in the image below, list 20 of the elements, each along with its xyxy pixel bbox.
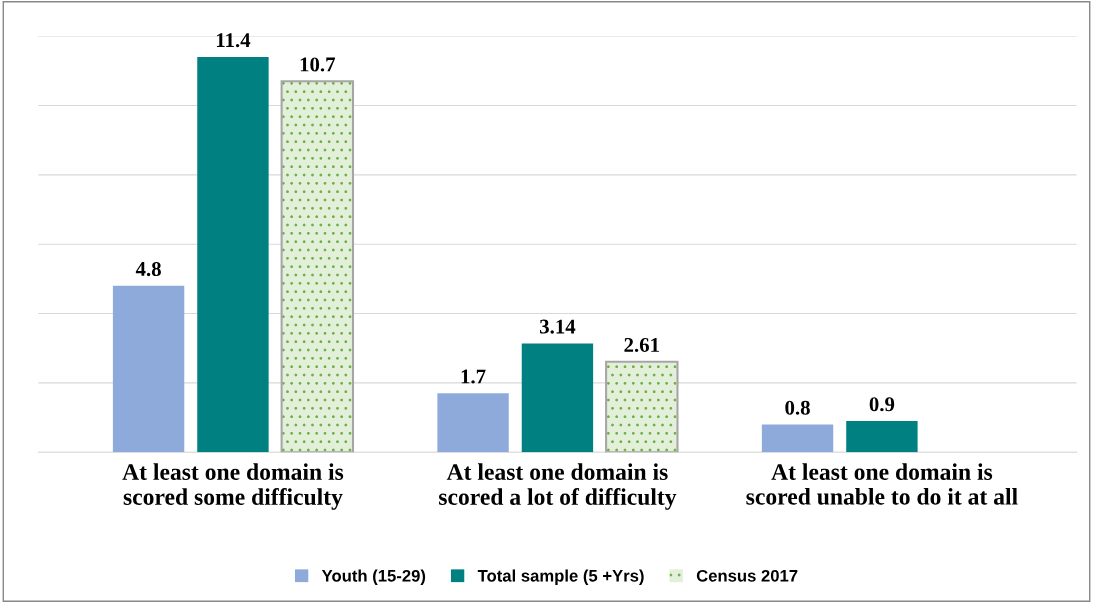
- x-tick-label: At least one domain is scored unable to do it at all: [746, 463, 1018, 505]
- legend-label: Total sample (5 +Yrs): [477, 569, 644, 585]
- data-label: 1.7: [461, 369, 486, 384]
- legend-label: Youth (15-29): [321, 569, 426, 585]
- bar: [437, 393, 509, 453]
- data-label: 4.8: [135, 261, 161, 277]
- bar: [846, 421, 918, 453]
- data-label: 11.4: [216, 33, 251, 48]
- data-label: 10.7: [300, 57, 336, 72]
- data-label: 3.14: [539, 319, 576, 334]
- legend-label: Census 2017: [696, 569, 798, 582]
- data-label: 0.9: [869, 397, 895, 412]
- x-tick-label: At least one domain is scored some difficulty: [122, 463, 344, 510]
- bar: [197, 56, 269, 453]
- data-label: 2.61: [624, 337, 659, 353]
- x-tick-label: At least one domain is scored a lot of difficulty: [439, 463, 677, 510]
- bar: [112, 285, 185, 453]
- bar: [761, 424, 834, 453]
- data-label: 0.8: [785, 400, 810, 415]
- bar: [521, 343, 594, 453]
